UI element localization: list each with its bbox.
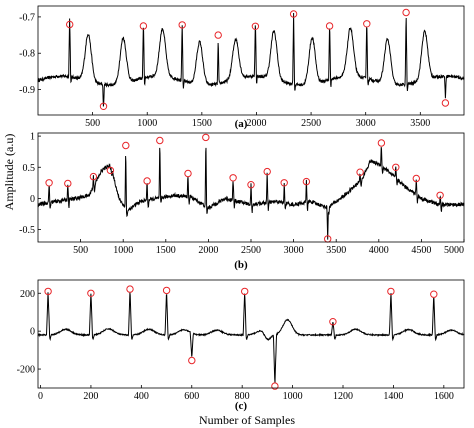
x-tick-label-c-5: 800 bbox=[235, 391, 250, 402]
y-tick-label-a-3: -0.9 bbox=[19, 85, 35, 96]
x-tick-label-c-9: 1600 bbox=[434, 391, 454, 402]
x-tick-label-a-6: 3000 bbox=[356, 118, 376, 129]
x-tick-label-c-7: 1200 bbox=[333, 391, 353, 402]
x-axis-a: 500 1000 1500 2000 2500 3000 3500 bbox=[85, 112, 430, 129]
peak-marker-b-18 bbox=[392, 163, 400, 172]
peak-marker-b-3 bbox=[89, 172, 98, 181]
x-tick-label-b-8: 4000 bbox=[369, 245, 389, 256]
y-tick-label-c-2: 0 bbox=[30, 327, 35, 338]
panel-label-c: (c) bbox=[235, 400, 248, 412]
x-tick-label-c-8: 1400 bbox=[383, 391, 403, 402]
y-tick-label-b-2: 0.5 bbox=[23, 163, 36, 174]
peak-marker-b-14 bbox=[302, 177, 311, 186]
peak-markers-b bbox=[45, 133, 444, 243]
y-tick-label-a-1: -0.7 bbox=[19, 12, 35, 23]
peak-marker-c-1 bbox=[44, 287, 52, 296]
peak-marker-b-4 bbox=[106, 166, 115, 175]
x-tick-label-b-10: 5000 bbox=[444, 245, 464, 256]
y-axis-a: -0.7 -0.8 -0.9 bbox=[19, 12, 41, 96]
peak-marker-b-20 bbox=[436, 191, 444, 200]
peak-marker-b-1 bbox=[45, 179, 53, 187]
plot-frame-c bbox=[37, 279, 465, 389]
peak-marker-b-17 bbox=[377, 139, 386, 147]
peak-marker-a-11 bbox=[441, 99, 450, 107]
peak-marker-c-10 bbox=[430, 290, 438, 298]
y-tick-label-b-3: 0 bbox=[30, 194, 35, 205]
peak-marker-c-4 bbox=[162, 286, 171, 295]
peak-marker-a-6 bbox=[251, 22, 260, 30]
x-axis-title: Number of Samples bbox=[199, 413, 295, 427]
peak-marker-a-3 bbox=[139, 22, 148, 30]
x-tick-label-a-2: 1000 bbox=[137, 118, 157, 129]
y-axis-title: Amplitude (a.u) bbox=[2, 134, 16, 211]
peak-marker-b-8 bbox=[184, 169, 192, 178]
peak-marker-b-7 bbox=[156, 136, 164, 145]
x-tick-label-c-1: 0 bbox=[38, 391, 43, 402]
peak-marker-b-13 bbox=[280, 179, 288, 187]
x-tick-label-a-4: 2000 bbox=[246, 118, 266, 129]
peak-marker-c-7 bbox=[271, 382, 279, 390]
peak-marker-b-5 bbox=[122, 141, 130, 150]
peak-marker-b-19 bbox=[412, 174, 420, 183]
x-tick-label-a-7: 3500 bbox=[410, 118, 430, 129]
y-tick-label-b-1: 1 bbox=[30, 132, 35, 143]
x-tick-label-b-7: 3500 bbox=[326, 245, 346, 256]
peak-marker-b-9 bbox=[202, 133, 210, 142]
x-tick-label-b-3: 1500 bbox=[156, 245, 176, 256]
peak-marker-a-10 bbox=[402, 8, 410, 17]
x-tick-label-a-1: 500 bbox=[85, 118, 100, 129]
plot-frame-a bbox=[37, 5, 465, 116]
peak-marker-a-7 bbox=[289, 10, 298, 18]
peak-marker-b-11 bbox=[247, 181, 255, 189]
x-tick-label-a-5: 2500 bbox=[301, 118, 321, 129]
peak-marker-c-5 bbox=[188, 356, 196, 365]
peak-marker-c-2 bbox=[87, 289, 95, 297]
panel-b: 500 1000 1500 2000 2500 3000 3500 4000 4500 5000 … bbox=[19, 132, 465, 271]
y-tick-label-c-3: -200 bbox=[17, 365, 35, 376]
y-axis-b: 1 0.5 0 -0.5 bbox=[19, 132, 41, 236]
y-tick-label-c-1: 200 bbox=[20, 289, 35, 300]
y-tick-label-b-4: -0.5 bbox=[19, 225, 35, 236]
panel-label-b: (b) bbox=[234, 259, 248, 271]
x-axis-c: 0 200 400 600 800 1000 1200 1400 1600 bbox=[38, 385, 454, 402]
x-tick-label-b-1: 500 bbox=[73, 245, 88, 256]
y-axis-c: 200 0 -200 bbox=[17, 289, 41, 376]
peak-marker-c-3 bbox=[126, 285, 134, 293]
x-tick-label-c-2: 200 bbox=[83, 391, 98, 402]
x-tick-label-b-6: 3000 bbox=[284, 245, 304, 256]
peak-marker-a-5 bbox=[214, 31, 222, 39]
peak-marker-b-12 bbox=[263, 167, 271, 176]
x-tick-label-c-4: 600 bbox=[184, 391, 199, 402]
y-tick-label-a-2: -0.8 bbox=[19, 49, 35, 60]
peak-marker-a-9 bbox=[363, 20, 371, 28]
x-tick-label-c-3: 400 bbox=[134, 391, 149, 402]
x-tick-label-b-5: 2500 bbox=[241, 245, 261, 256]
peak-markers-c bbox=[44, 285, 438, 390]
signal-line-c bbox=[37, 292, 465, 383]
x-tick-label-a-3: 1500 bbox=[192, 118, 212, 129]
peak-marker-a-4 bbox=[178, 21, 186, 29]
peak-marker-c-6 bbox=[241, 287, 249, 296]
signal-line-b bbox=[37, 147, 465, 240]
x-tick-label-c-6: 1000 bbox=[283, 391, 303, 402]
peak-marker-b-16 bbox=[356, 168, 364, 176]
x-tick-label-b-4: 2000 bbox=[198, 245, 218, 256]
peak-marker-b-2 bbox=[64, 179, 72, 188]
panel-a: 500 1000 1500 2000 2500 3000 3500 -0.7 -0.8 -0.9… bbox=[19, 5, 465, 130]
x-tick-label-b-2: 1000 bbox=[113, 245, 133, 256]
peak-marker-b-6 bbox=[143, 177, 151, 185]
panel-label-a: (a) bbox=[235, 118, 248, 130]
peak-marker-c-9 bbox=[387, 287, 395, 296]
peak-marker-b-10 bbox=[229, 174, 237, 182]
peak-marker-a-1 bbox=[66, 20, 74, 29]
panel-c: 0 200 400 600 800 1000 1200 1400 1600 200 0 -200 (… bbox=[17, 279, 465, 412]
peak-marker-a-2 bbox=[99, 102, 108, 111]
peak-marker-c-8 bbox=[329, 318, 337, 326]
peak-markers-a bbox=[66, 8, 450, 111]
x-tick-label-b-9: 4500 bbox=[411, 245, 431, 256]
peak-marker-a-8 bbox=[325, 22, 334, 30]
x-axis-b: 500 1000 1500 2000 2500 3000 3500 4000 4500 5000 bbox=[73, 239, 465, 256]
signal-line-a bbox=[37, 12, 465, 107]
